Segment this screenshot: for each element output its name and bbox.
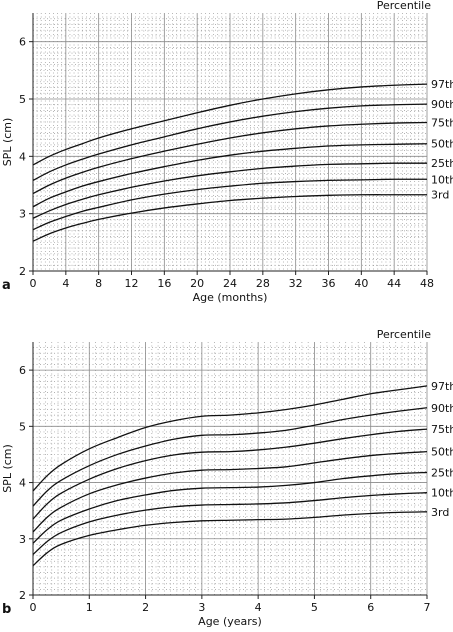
series-label-90th: 90th <box>431 402 453 415</box>
y-tick-label: 2 <box>19 265 26 278</box>
y-tick-label: 3 <box>19 208 26 221</box>
x-tick-label: 4 <box>255 601 262 614</box>
panel-label: a <box>2 278 11 293</box>
series-label-25th: 25th <box>431 466 453 479</box>
series-line-10th <box>32 178 428 231</box>
series-line-97th <box>32 385 428 492</box>
y-tick-label: 6 <box>19 364 26 377</box>
series-label-97th: 97th <box>431 78 453 91</box>
x-tick-label: 6 <box>367 601 374 614</box>
series-line-25th <box>32 471 428 544</box>
x-tick-label: 12 <box>125 277 139 290</box>
x-tick-label: 36 <box>322 277 336 290</box>
series-line-3rd <box>32 194 427 242</box>
series-label-3rd: 3rd <box>431 189 449 202</box>
series-line-97th <box>32 83 428 166</box>
y-tick-label: 5 <box>19 420 26 433</box>
series-line-90th <box>32 407 428 507</box>
x-tick-label: 0 <box>30 277 37 290</box>
chart-panel-b: 0 1 2 3 4 5 6 7 2 3 4 5 6 Age (years) SPL (cm) b Percent… <box>1 328 453 628</box>
x-tick-label: 20 <box>190 277 204 290</box>
legend-title: Percentile <box>377 328 432 341</box>
x-tick-label: 3 <box>198 601 205 614</box>
series-label-90th: 90th <box>431 98 453 111</box>
series-line-50th <box>32 143 428 208</box>
series-label-3rd: 3rd <box>431 506 449 519</box>
x-axis-title: Age (years) <box>198 615 262 628</box>
x-tick-label: 32 <box>289 277 303 290</box>
series-line-10th <box>32 492 428 555</box>
x-tick-label: 24 <box>223 277 237 290</box>
legend-title: Percentile <box>377 0 432 12</box>
series-label-25th: 25th <box>431 157 453 170</box>
x-tick-label: 7 <box>424 601 431 614</box>
x-tick-label: 0 <box>30 601 37 614</box>
series-line-3rd <box>32 511 428 567</box>
series-label-50th: 50th <box>431 138 453 151</box>
series-line-75th <box>32 121 428 195</box>
panel-label: b <box>2 602 11 617</box>
x-tick-label: 1 <box>86 601 93 614</box>
x-axis-title: Age (months) <box>193 291 268 304</box>
y-axis-title: SPL (cm) <box>1 444 14 493</box>
x-tick-label: 4 <box>62 277 69 290</box>
x-tick-label: 16 <box>157 277 171 290</box>
y-tick-label: 5 <box>19 93 26 106</box>
series-label-75th: 75th <box>431 117 453 130</box>
series-label-97th: 97th <box>431 380 453 393</box>
series-line-90th <box>32 103 428 181</box>
y-axis-title: SPL (cm) <box>1 118 14 167</box>
y-tick-label: 4 <box>19 477 26 490</box>
x-tick-label: 44 <box>387 277 401 290</box>
x-tick-label: 8 <box>95 277 102 290</box>
x-tick-label: 5 <box>311 601 318 614</box>
y-tick-label: 3 <box>19 533 26 546</box>
y-tick-label: 4 <box>19 150 26 163</box>
series-label-50th: 50th <box>431 446 453 459</box>
series-label-10th: 10th <box>431 487 453 500</box>
x-tick-label: 2 <box>142 601 149 614</box>
x-tick-label: 48 <box>420 277 434 290</box>
series-label-75th: 75th <box>431 423 453 436</box>
y-tick-label: 2 <box>19 589 26 602</box>
x-tick-label: 28 <box>256 277 270 290</box>
x-tick-label: 40 <box>354 277 368 290</box>
plot-area <box>33 342 427 595</box>
y-tick-label: 6 <box>19 36 26 49</box>
series-line-25th <box>32 162 428 219</box>
series-line-50th <box>32 450 428 533</box>
series-label-10th: 10th <box>431 173 453 186</box>
series-line-75th <box>32 428 428 520</box>
